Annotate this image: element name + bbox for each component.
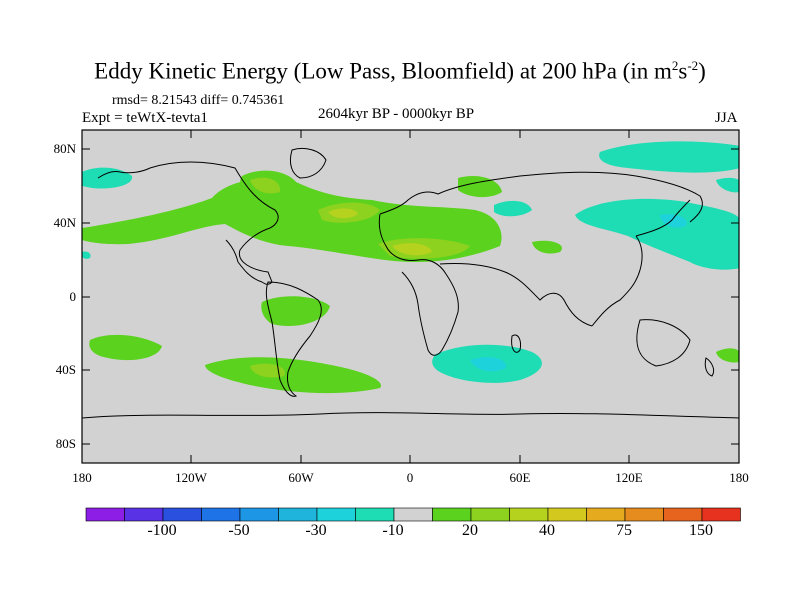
colorbar-label: 75 bbox=[616, 522, 632, 539]
colorbar-label: 150 bbox=[689, 522, 713, 539]
lon-label-60e: 60E bbox=[510, 470, 531, 485]
lon-label-60w: 60W bbox=[288, 470, 314, 485]
lon-label-180e: 180 bbox=[729, 470, 749, 485]
colorbar-swatch bbox=[355, 507, 395, 522]
colorbar-label: -10 bbox=[382, 522, 403, 539]
colorbar-swatch bbox=[509, 507, 549, 522]
colorbar-label: -50 bbox=[228, 522, 249, 539]
positive-anomaly-strong bbox=[328, 208, 432, 256]
lon-label-180w: 180 bbox=[72, 470, 92, 485]
lon-ticks bbox=[190, 130, 630, 463]
colorbar-swatch bbox=[239, 507, 279, 522]
map-background bbox=[82, 130, 739, 463]
colorbar bbox=[85, 507, 741, 522]
colorbar-swatch bbox=[162, 507, 202, 522]
lat-label-80s: 80S bbox=[56, 436, 76, 451]
season-label: JJA bbox=[715, 110, 738, 126]
colorbar-swatch bbox=[624, 507, 664, 522]
lat-label-40s: 40S bbox=[56, 362, 76, 377]
colorbar-label: 40 bbox=[539, 522, 555, 539]
lat-label-40n: 40N bbox=[54, 215, 77, 230]
colorbar-label: 20 bbox=[462, 522, 478, 539]
colorbar-label: -100 bbox=[147, 522, 176, 539]
colorbar-swatch bbox=[701, 507, 741, 522]
colorbar-swatch bbox=[547, 507, 587, 522]
lon-label-120e: 120E bbox=[615, 470, 643, 485]
colorbar-label: -30 bbox=[305, 522, 326, 539]
plot-title: Eddy Kinetic Energy (Low Pass, Bloomfiel… bbox=[94, 58, 706, 84]
lon-label-0: 0 bbox=[407, 470, 414, 485]
colorbar-swatch bbox=[432, 507, 472, 522]
lat-ticks bbox=[82, 148, 739, 445]
time-difference-label: 2604kyr BP - 0000kyr BP bbox=[318, 106, 475, 122]
colorbar-swatch bbox=[393, 507, 433, 522]
experiment-label: Expt = teWtX-tevta1 bbox=[82, 110, 208, 126]
colorbar-swatch bbox=[586, 507, 626, 522]
lon-label-120w: 120W bbox=[175, 470, 208, 485]
colorbar-swatch bbox=[124, 507, 164, 522]
stats-label: rmsd= 8.21543 diff= 0.745361 bbox=[112, 93, 285, 108]
colorbar-swatch bbox=[663, 507, 703, 522]
lat-label-eq: 0 bbox=[70, 289, 77, 304]
colorbar-swatch bbox=[85, 507, 125, 522]
colorbar-swatch bbox=[201, 507, 241, 522]
colorbar-swatch bbox=[278, 507, 318, 522]
colorbar-swatch bbox=[470, 507, 510, 522]
colorbar-swatch bbox=[316, 507, 356, 522]
lat-label-80n: 80N bbox=[54, 141, 77, 156]
coastlines bbox=[82, 147, 739, 419]
